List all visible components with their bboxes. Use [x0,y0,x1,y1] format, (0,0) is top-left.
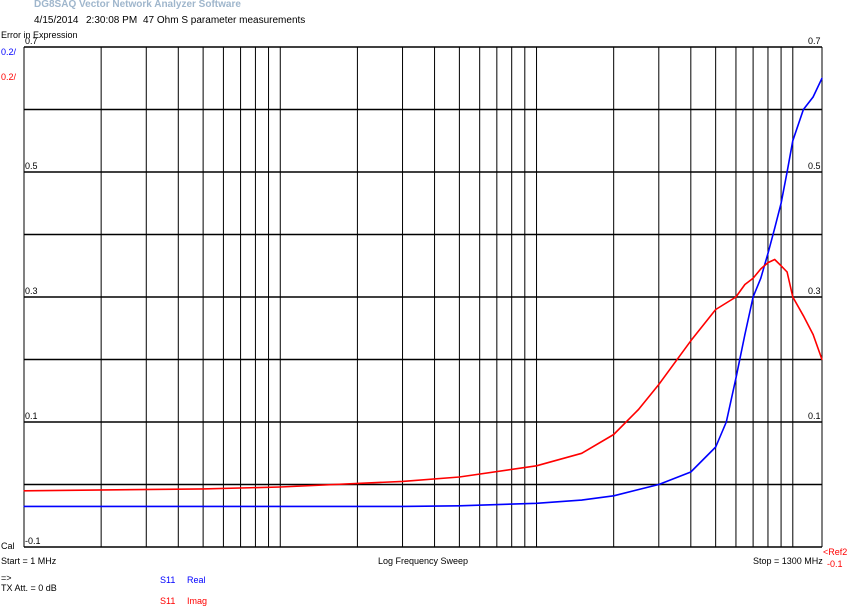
data-point-real [744,333,746,336]
data-point-real [279,505,281,507]
app-title: DG8SAQ Vector Network Analyzer Software [34,0,241,10]
start-frequency: Start = 1 MHz [1,556,57,566]
data-point-imag [744,283,746,286]
y-tick-label-left: -0.1 [25,536,41,546]
ref-value-label: -0.1 [827,559,843,569]
data-point-real [821,77,823,79]
data-point-imag [715,308,717,311]
y-tick-label-right: 0.5 [808,161,821,171]
data-point-imag [613,433,615,436]
data-point-real [786,171,788,173]
y-tick-label-left: 0.7 [25,36,38,46]
data-point-imag [202,488,204,490]
data-point-imag [774,258,776,261]
measurement-date: 4/15/2014 [34,15,79,26]
data-point-imag [767,262,769,264]
data-point-imag [821,358,823,361]
data-point-imag [458,476,460,478]
measurement-time: 2:30:08 PM [86,15,138,26]
series-line-real [24,77,823,508]
data-point-real [780,202,782,204]
sweep-mode-label: Log Frequency Sweep [378,556,469,566]
data-point-real [613,495,615,497]
data-point-imag [401,480,404,482]
data-point-imag [802,315,805,317]
data-point-real [760,277,762,279]
data-point-real [23,505,25,507]
legend-imag-name: Imag [187,596,208,606]
data-point-imag [760,268,762,270]
data-point-imag [658,383,660,386]
arrow-label: => [1,573,12,583]
data-point-imag [792,296,794,298]
cal-label: Cal [1,541,15,551]
left-scale-red: 0.2/ [1,72,17,82]
data-point-real [581,499,583,501]
legend-real-name: Real [187,575,206,585]
data-point-imag [735,296,737,298]
mode-label: Error in Expression [1,30,78,40]
data-point-imag [786,271,788,273]
data-point-imag [752,277,754,279]
data-point-real [792,140,794,142]
y-tick-label-right: 0.7 [808,36,821,46]
data-point-imag [279,486,281,488]
data-point-real [458,505,460,507]
data-point-real [767,252,769,254]
data-point-real [202,505,204,507]
data-point-real [690,471,692,473]
ref-marker-label: <Ref2 [823,547,848,557]
data-point-imag [581,452,583,454]
data-point-real [735,377,737,379]
y-tick-label-left: 0.3 [25,286,38,296]
data-point-imag [23,490,25,492]
data-point-real [774,227,776,229]
y-tick-label-left: 0.5 [25,161,38,171]
data-point-real [725,421,727,423]
data-point-imag [637,408,640,411]
data-point-imag [812,333,814,336]
y-tick-label-right: 0.3 [808,286,821,296]
y-tick-label-right: 0.1 [808,411,821,421]
left-scale-blue: 0.2/ [1,47,17,57]
data-point-real [715,446,717,448]
data-point-real [535,502,538,504]
stop-frequency: Stop = 1300 MHz [753,556,823,566]
y-tick-label-left: 0.1 [25,411,38,421]
data-point-real [802,108,805,111]
data-point-real [812,96,814,98]
data-point-real [752,296,754,298]
data-point-imag [690,340,692,342]
series-line-imag [23,258,823,492]
data-point-imag [780,265,782,267]
data-point-real [658,483,660,486]
legend-real-param: S11 [160,575,176,585]
tx-attenuation: TX Att. = 0 dB [1,583,57,593]
measurement-description: 47 Ohm S parameter measurements [143,15,306,26]
data-point-real [401,505,404,507]
data-point-imag [535,465,538,467]
legend-imag-param: S11 [160,596,176,606]
